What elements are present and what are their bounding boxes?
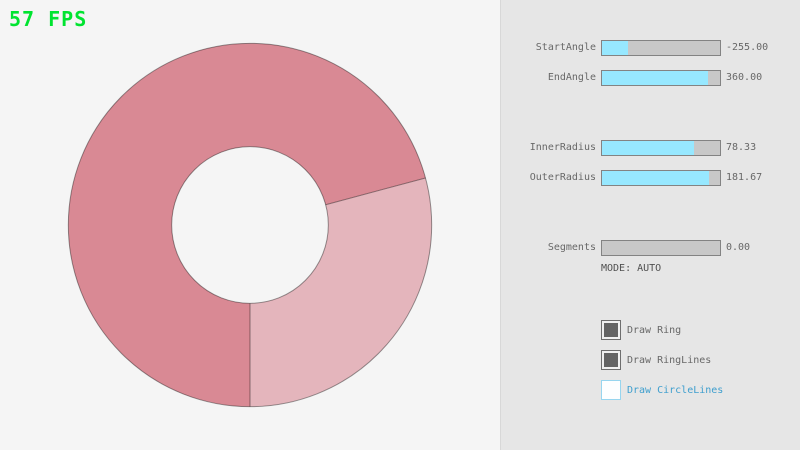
- slider-fill-inner-radius: [602, 141, 695, 155]
- fps-counter: 57 FPS: [9, 7, 88, 31]
- slider-fill-end-angle: [602, 71, 709, 85]
- ring-dark-sector: [68, 43, 426, 407]
- slider-label-start-angle: StartAngle: [535, 42, 596, 53]
- segments-mode-text: MODE: AUTO: [601, 263, 662, 274]
- slider-label-inner-radius: InnerRadius: [529, 142, 596, 153]
- slider-value-segments: 0.00: [726, 242, 751, 253]
- slider-value-start-angle: -255.00: [726, 42, 769, 53]
- slider-row-start-angle: StartAngle -255.00: [501, 40, 800, 56]
- slider-outer-radius[interactable]: [601, 170, 721, 186]
- checkbox-row-draw-ring: Draw Ring: [601, 320, 681, 340]
- slider-label-outer-radius: OuterRadius: [529, 172, 596, 183]
- slider-fill-outer-radius: [602, 171, 710, 185]
- checkbox-row-draw-ringlines: Draw RingLines: [601, 350, 711, 370]
- ring-outer-outline: [67, 42, 433, 408]
- checkbox-label-draw-circlelines: Draw CircleLines: [627, 384, 724, 396]
- checkbox-row-draw-circlelines: Draw CircleLines: [601, 380, 723, 400]
- ring-chart: [67, 42, 433, 408]
- slider-label-end-angle: EndAngle: [547, 72, 596, 83]
- ring-boundary-line-right: [325, 177, 426, 206]
- checkbox-draw-ringlines[interactable]: [601, 350, 621, 370]
- checkbox-label-draw-ring: Draw Ring: [627, 324, 682, 336]
- slider-row-inner-radius: InnerRadius 78.33: [501, 140, 800, 156]
- slider-row-segments: Segments 0.00: [501, 240, 800, 256]
- slider-label-segments: Segments: [547, 242, 596, 253]
- slider-segments[interactable]: [601, 240, 721, 256]
- ring-light-sector: [250, 177, 432, 407]
- checkbox-draw-circlelines[interactable]: [601, 380, 621, 400]
- checkbox-draw-ring[interactable]: [601, 320, 621, 340]
- slider-inner-radius[interactable]: [601, 140, 721, 156]
- controls-panel: StartAngle -255.00 EndAngle 360.00 Inner…: [500, 0, 800, 450]
- checkbox-label-draw-ringlines: Draw RingLines: [627, 354, 712, 366]
- slider-row-end-angle: EndAngle 360.00: [501, 70, 800, 86]
- slider-value-outer-radius: 181.67: [726, 172, 763, 183]
- slider-fill-start-angle: [602, 41, 628, 55]
- slider-value-inner-radius: 78.33: [726, 142, 757, 153]
- slider-start-angle[interactable]: [601, 40, 721, 56]
- slider-value-end-angle: 360.00: [726, 72, 763, 83]
- ring-inner-outline: [171, 146, 329, 304]
- slider-end-angle[interactable]: [601, 70, 721, 86]
- slider-row-outer-radius: OuterRadius 181.67: [501, 170, 800, 186]
